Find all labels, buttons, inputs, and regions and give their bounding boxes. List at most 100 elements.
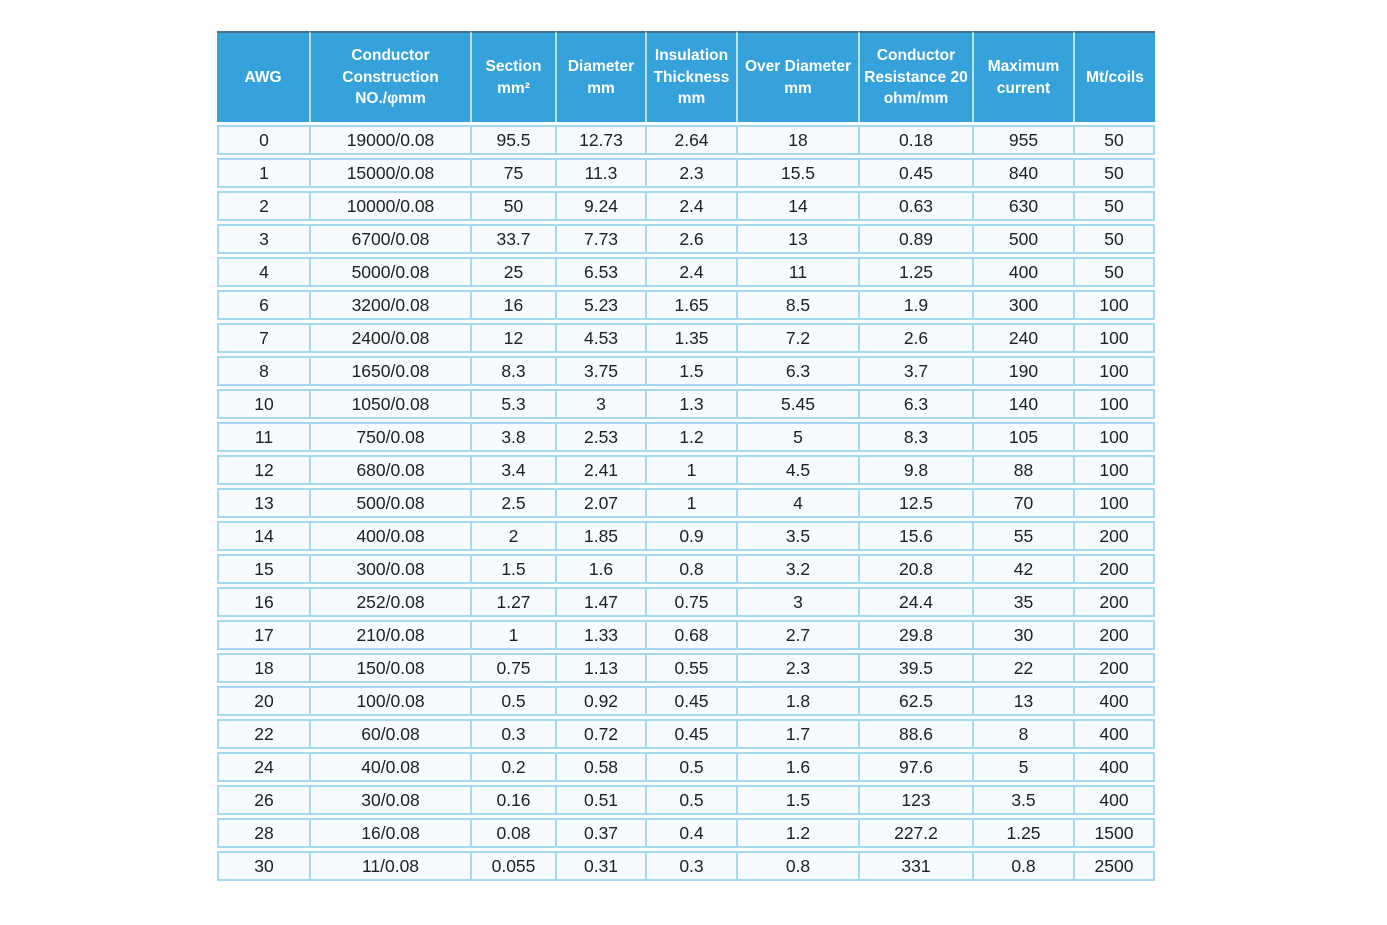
table-cell-conductor-resistance: 12.5 [858, 488, 972, 518]
table-row: 16 252/0.08 1.27 1.47 0.75 3 24.4 35 200 [217, 587, 1155, 617]
table-cell-section: 0.08 [470, 818, 555, 848]
table-cell-section: 3.4 [470, 455, 555, 485]
table-cell-over-diameter: 3.2 [736, 554, 858, 584]
table-cell-mt-coils: 200 [1073, 620, 1155, 650]
table-cell-mt-coils: 200 [1073, 653, 1155, 683]
table-cell-mt-coils: 400 [1073, 752, 1155, 782]
table-cell-maximum-current: 8 [972, 719, 1073, 749]
table-cell-section: 2.5 [470, 488, 555, 518]
table-cell-conductor-construction: 252/0.08 [309, 587, 470, 617]
table-cell-awg: 13 [217, 488, 309, 518]
table-cell-conductor-resistance: 0.89 [858, 224, 972, 254]
table-cell-diameter: 7.73 [555, 224, 645, 254]
table-cell-mt-coils: 200 [1073, 521, 1155, 551]
table-row: 0 19000/0.08 95.5 12.73 2.64 18 0.18 955 50 [217, 125, 1155, 155]
table-cell-conductor-resistance: 123 [858, 785, 972, 815]
table-cell-insulation-thickness: 1.65 [645, 290, 736, 320]
table-row: 13 500/0.08 2.5 2.07 1 4 12.5 70 100 [217, 488, 1155, 518]
table-cell-mt-coils: 100 [1073, 356, 1155, 386]
table-cell-awg: 16 [217, 587, 309, 617]
table-row: 12 680/0.08 3.4 2.41 1 4.5 9.8 88 100 [217, 455, 1155, 485]
table-cell-diameter: 11.3 [555, 158, 645, 188]
table-cell-diameter: 2.07 [555, 488, 645, 518]
table-cell-maximum-current: 300 [972, 290, 1073, 320]
table-cell-conductor-resistance: 8.3 [858, 422, 972, 452]
table-cell-maximum-current: 1.25 [972, 818, 1073, 848]
table-cell-section: 8.3 [470, 356, 555, 386]
table-cell-section: 2 [470, 521, 555, 551]
table-row: 26 30/0.08 0.16 0.51 0.5 1.5 123 3.5 400 [217, 785, 1155, 815]
table-row: 1 15000/0.08 75 11.3 2.3 15.5 0.45 840 50 [217, 158, 1155, 188]
table-cell-insulation-thickness: 1.3 [645, 389, 736, 419]
table-cell-conductor-resistance: 62.5 [858, 686, 972, 716]
column-header-mt-coils: Mt/coils [1073, 31, 1155, 122]
table-cell-awg: 22 [217, 719, 309, 749]
table-cell-awg: 7 [217, 323, 309, 353]
table-cell-diameter: 0.72 [555, 719, 645, 749]
table-cell-maximum-current: 400 [972, 257, 1073, 287]
table-cell-insulation-thickness: 1 [645, 455, 736, 485]
table-cell-section: 33.7 [470, 224, 555, 254]
table-cell-section: 75 [470, 158, 555, 188]
table-row: 17 210/0.08 1 1.33 0.68 2.7 29.8 30 200 [217, 620, 1155, 650]
table-cell-awg: 8 [217, 356, 309, 386]
table-cell-diameter: 1.6 [555, 554, 645, 584]
table-cell-conductor-resistance: 39.5 [858, 653, 972, 683]
table-cell-mt-coils: 100 [1073, 323, 1155, 353]
table-cell-diameter: 9.24 [555, 191, 645, 221]
table-cell-diameter: 4.53 [555, 323, 645, 353]
table-cell-insulation-thickness: 0.4 [645, 818, 736, 848]
table-row: 6 3200/0.08 16 5.23 1.65 8.5 1.9 300 100 [217, 290, 1155, 320]
table-cell-over-diameter: 4 [736, 488, 858, 518]
table-cell-insulation-thickness: 0.45 [645, 719, 736, 749]
table-cell-awg: 11 [217, 422, 309, 452]
table-cell-mt-coils: 100 [1073, 422, 1155, 452]
table-cell-diameter: 0.58 [555, 752, 645, 782]
table-cell-diameter: 1.47 [555, 587, 645, 617]
column-header-over-diameter: Over Diameter mm [736, 31, 858, 122]
table-cell-insulation-thickness: 0.75 [645, 587, 736, 617]
table-cell-mt-coils: 50 [1073, 224, 1155, 254]
table-cell-conductor-construction: 1650/0.08 [309, 356, 470, 386]
table-cell-over-diameter: 1.6 [736, 752, 858, 782]
table-cell-conductor-resistance: 9.8 [858, 455, 972, 485]
table-cell-conductor-resistance: 3.7 [858, 356, 972, 386]
column-header-conductor-resistance: Conductor Resistance 20 ohm/mm [858, 31, 972, 122]
table-cell-insulation-thickness: 0.5 [645, 752, 736, 782]
table-cell-over-diameter: 1.5 [736, 785, 858, 815]
table-cell-insulation-thickness: 2.4 [645, 257, 736, 287]
table-cell-maximum-current: 840 [972, 158, 1073, 188]
table-cell-maximum-current: 140 [972, 389, 1073, 419]
table-cell-diameter: 1.13 [555, 653, 645, 683]
table-cell-conductor-resistance: 1.9 [858, 290, 972, 320]
table-cell-maximum-current: 240 [972, 323, 1073, 353]
table-cell-insulation-thickness: 1.35 [645, 323, 736, 353]
table-row: 20 100/0.08 0.5 0.92 0.45 1.8 62.5 13 400 [217, 686, 1155, 716]
table-cell-conductor-construction: 15000/0.08 [309, 158, 470, 188]
table-cell-mt-coils: 50 [1073, 158, 1155, 188]
table-cell-section: 12 [470, 323, 555, 353]
column-header-insulation-thickness: Insulation Thickness mm [645, 31, 736, 122]
table-cell-conductor-construction: 30/0.08 [309, 785, 470, 815]
table-cell-maximum-current: 630 [972, 191, 1073, 221]
table-cell-maximum-current: 35 [972, 587, 1073, 617]
table-cell-insulation-thickness: 2.4 [645, 191, 736, 221]
table-cell-mt-coils: 200 [1073, 554, 1155, 584]
table-cell-conductor-construction: 1050/0.08 [309, 389, 470, 419]
table-cell-conductor-construction: 3200/0.08 [309, 290, 470, 320]
table-cell-awg: 2 [217, 191, 309, 221]
table-cell-awg: 17 [217, 620, 309, 650]
table-cell-maximum-current: 190 [972, 356, 1073, 386]
table-cell-diameter: 1.85 [555, 521, 645, 551]
table-row: 2 10000/0.08 50 9.24 2.4 14 0.63 630 50 [217, 191, 1155, 221]
table-cell-section: 50 [470, 191, 555, 221]
table-cell-over-diameter: 0.8 [736, 851, 858, 881]
table-cell-maximum-current: 0.8 [972, 851, 1073, 881]
table-cell-insulation-thickness: 2.64 [645, 125, 736, 155]
table-cell-section: 0.055 [470, 851, 555, 881]
table-cell-mt-coils: 400 [1073, 785, 1155, 815]
table-cell-maximum-current: 70 [972, 488, 1073, 518]
table-cell-section: 0.16 [470, 785, 555, 815]
awg-spec-table: AWG Conductor Construction NO./φmm Section… [217, 28, 1155, 884]
table-row: 14 400/0.08 2 1.85 0.9 3.5 15.6 55 200 [217, 521, 1155, 551]
